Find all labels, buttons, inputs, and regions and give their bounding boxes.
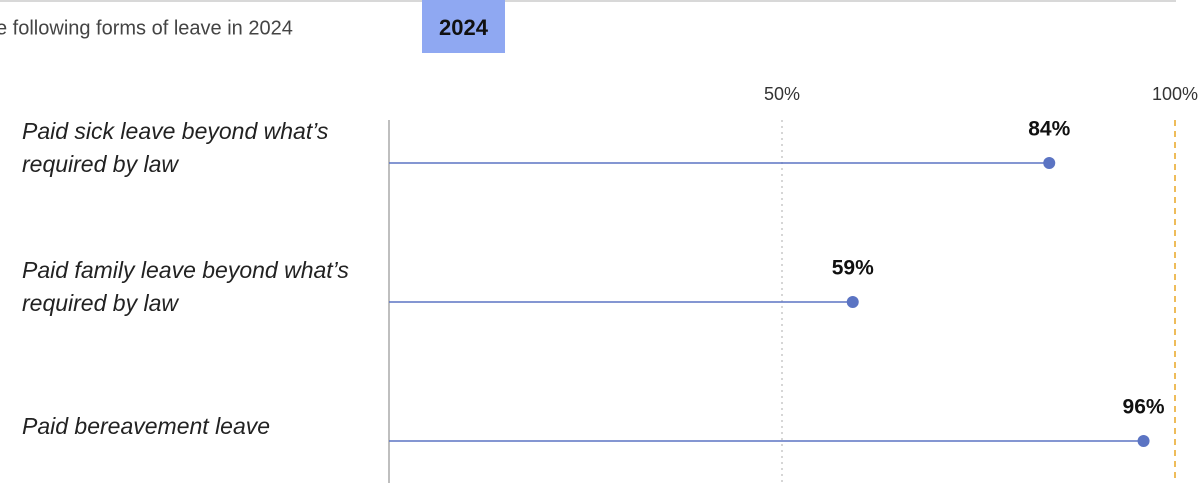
value-label: 59%	[832, 257, 874, 280]
category-label: Paid sick leave beyond what’s required b…	[22, 118, 329, 177]
dot	[846, 296, 859, 308]
dot	[1043, 157, 1056, 169]
badge-bg	[422, 0, 505, 53]
category-label: Paid bereavement leave	[22, 412, 271, 439]
badge: 2024	[439, 15, 489, 40]
x-tick-label: 50%	[764, 84, 800, 104]
category-label: Paid family leave beyond what’s required…	[22, 257, 349, 316]
value-label: 84%	[1028, 118, 1070, 141]
chart-title: e following forms of leave in 2024	[0, 17, 293, 39]
value-label: 96%	[1123, 396, 1165, 419]
x-tick-label: 100%	[1152, 84, 1198, 104]
dot	[1137, 435, 1150, 447]
